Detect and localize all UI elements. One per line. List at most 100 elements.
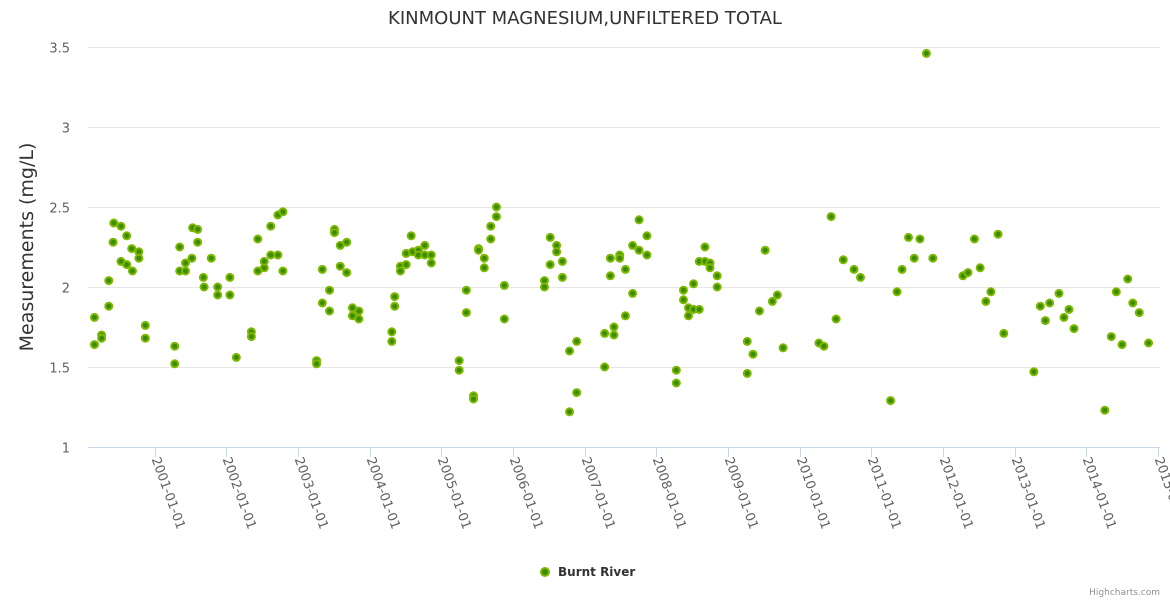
data-point[interactable]	[253, 234, 263, 244]
data-point[interactable]	[213, 290, 223, 300]
data-point[interactable]	[539, 282, 549, 292]
data-point[interactable]	[628, 240, 638, 250]
data-point[interactable]	[903, 232, 913, 242]
data-point[interactable]	[127, 266, 137, 276]
credits-link[interactable]: Highcharts.com	[1089, 588, 1160, 598]
data-point[interactable]	[545, 232, 555, 242]
data-point[interactable]	[104, 276, 114, 286]
data-point[interactable]	[605, 271, 615, 281]
data-point[interactable]	[342, 268, 352, 278]
data-point[interactable]	[557, 272, 567, 282]
data-point[interactable]	[628, 288, 638, 298]
data-point[interactable]	[187, 253, 197, 263]
data-point[interactable]	[572, 388, 582, 398]
data-point[interactable]	[826, 212, 836, 222]
data-point[interactable]	[1100, 405, 1110, 415]
data-point[interactable]	[1106, 332, 1116, 342]
data-point[interactable]	[600, 328, 610, 338]
data-point[interactable]	[609, 322, 619, 332]
data-point[interactable]	[491, 202, 501, 212]
data-point[interactable]	[278, 266, 288, 276]
data-point[interactable]	[122, 231, 132, 241]
data-point[interactable]	[461, 308, 471, 318]
data-point[interactable]	[317, 264, 327, 274]
data-point[interactable]	[909, 253, 919, 263]
data-point[interactable]	[1069, 324, 1079, 334]
data-point[interactable]	[109, 218, 119, 228]
data-point[interactable]	[892, 287, 902, 297]
data-point[interactable]	[175, 242, 185, 252]
data-point[interactable]	[479, 253, 489, 263]
legend-item-burnt-river[interactable]: Burnt River	[540, 565, 635, 579]
data-point[interactable]	[170, 359, 180, 369]
data-point[interactable]	[1128, 298, 1138, 308]
data-point[interactable]	[354, 314, 364, 324]
data-point[interactable]	[981, 296, 991, 306]
data-point[interactable]	[140, 320, 150, 330]
data-point[interactable]	[760, 245, 770, 255]
data-point[interactable]	[712, 282, 722, 292]
data-point[interactable]	[705, 263, 715, 273]
data-point[interactable]	[975, 263, 985, 273]
data-point[interactable]	[486, 234, 496, 244]
data-point[interactable]	[969, 234, 979, 244]
data-point[interactable]	[986, 287, 996, 297]
data-point[interactable]	[754, 306, 764, 316]
data-point[interactable]	[557, 256, 567, 266]
data-point[interactable]	[678, 285, 688, 295]
data-point[interactable]	[642, 231, 652, 241]
data-point[interactable]	[993, 229, 1003, 239]
data-point[interactable]	[198, 272, 208, 282]
data-point[interactable]	[225, 290, 235, 300]
data-point[interactable]	[855, 272, 865, 282]
data-point[interactable]	[634, 215, 644, 225]
data-point[interactable]	[491, 212, 501, 222]
data-point[interactable]	[199, 282, 209, 292]
data-point[interactable]	[1144, 338, 1154, 348]
data-point[interactable]	[426, 250, 436, 260]
data-point[interactable]	[122, 260, 132, 270]
data-point[interactable]	[689, 279, 699, 289]
data-point[interactable]	[819, 341, 829, 351]
data-point[interactable]	[1134, 308, 1144, 318]
data-point[interactable]	[671, 378, 681, 388]
data-point[interactable]	[390, 301, 400, 311]
data-point[interactable]	[108, 237, 118, 247]
data-point[interactable]	[474, 245, 484, 255]
data-point[interactable]	[180, 266, 190, 276]
data-point[interactable]	[694, 304, 704, 314]
data-point[interactable]	[97, 333, 107, 343]
data-point[interactable]	[330, 228, 340, 238]
data-point[interactable]	[678, 295, 688, 305]
data-point[interactable]	[499, 314, 509, 324]
data-point[interactable]	[772, 290, 782, 300]
data-point[interactable]	[134, 253, 144, 263]
data-point[interactable]	[565, 346, 575, 356]
data-point[interactable]	[225, 272, 235, 282]
data-point[interactable]	[605, 253, 615, 263]
data-point[interactable]	[479, 263, 489, 273]
data-point[interactable]	[354, 306, 364, 316]
data-point[interactable]	[1059, 312, 1069, 322]
data-point[interactable]	[545, 260, 555, 270]
data-point[interactable]	[395, 266, 405, 276]
data-point[interactable]	[1111, 287, 1121, 297]
data-point[interactable]	[231, 352, 241, 362]
data-point[interactable]	[401, 260, 411, 270]
data-point[interactable]	[700, 242, 710, 252]
data-point[interactable]	[469, 394, 479, 404]
data-point[interactable]	[454, 356, 464, 366]
data-point[interactable]	[1029, 367, 1039, 377]
data-point[interactable]	[426, 258, 436, 268]
data-point[interactable]	[266, 250, 276, 260]
data-point[interactable]	[170, 341, 180, 351]
data-point[interactable]	[767, 296, 777, 306]
data-point[interactable]	[742, 368, 752, 378]
data-point[interactable]	[387, 327, 397, 337]
data-point[interactable]	[127, 244, 137, 254]
data-point[interactable]	[193, 237, 203, 247]
data-point[interactable]	[831, 314, 841, 324]
data-point[interactable]	[406, 231, 416, 241]
data-point[interactable]	[390, 292, 400, 302]
data-point[interactable]	[454, 365, 464, 375]
